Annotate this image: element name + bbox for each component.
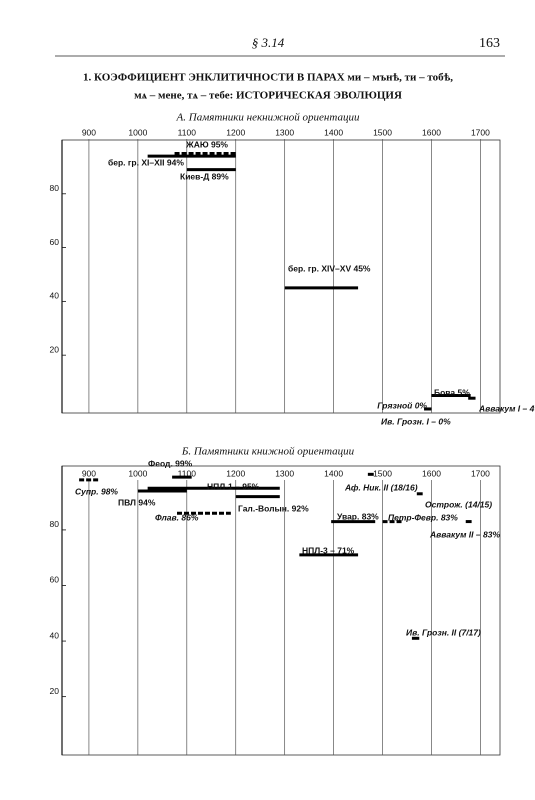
x-tick-label: 1300 xyxy=(275,127,294,137)
chart-title: А. Памятники некнижной ориентации xyxy=(176,112,360,124)
range-label: Аввакум II – 83% xyxy=(429,529,500,539)
x-tick-label: 1500 xyxy=(373,468,392,478)
plot-frame xyxy=(61,139,501,414)
range-label: Аф. Ник. II (18/16) xyxy=(344,482,418,492)
range-label: Ив. Грозн. II (7/17) xyxy=(406,627,481,637)
chart-title: Б. Памятники книжной ориентации xyxy=(181,446,355,458)
x-tick-label: 1600 xyxy=(422,127,441,137)
figure-title: мѧ – мене, тѧ – тебе: ИСТОРИЧЕСКАЯ ЭВОЛЮ… xyxy=(134,90,402,102)
range-label: ПВЛ 94% xyxy=(118,497,156,507)
range-label: Грязной 0% xyxy=(377,400,427,410)
y-tick-label: 20 xyxy=(50,344,60,354)
range-label: ЖАЮ 95% xyxy=(185,139,228,149)
range-label: НПЛ-1 – 95% xyxy=(207,481,260,491)
x-tick-label: 1100 xyxy=(178,468,197,478)
x-tick-label: 1400 xyxy=(324,127,343,137)
range-label: Флав. 86% xyxy=(155,512,199,522)
x-tick-label: 1200 xyxy=(226,127,245,137)
section-header: § 3.14 xyxy=(252,35,285,50)
range-label: Аввакум I – 4% xyxy=(478,403,535,413)
x-tick-label: 900 xyxy=(82,468,96,478)
y-tick-label: 80 xyxy=(50,519,60,529)
range-label: бер. гр. XIV–XV 45% xyxy=(288,263,371,273)
x-tick-label: 900 xyxy=(82,127,96,137)
y-tick-label: 60 xyxy=(50,575,60,585)
page-number: 163 xyxy=(479,36,500,51)
range-label: Увар. 83% xyxy=(337,511,379,521)
x-tick-label: 1700 xyxy=(471,468,490,478)
range-label: бер. гр. XI–XII 94% xyxy=(108,157,184,167)
y-tick-label: 60 xyxy=(50,237,60,247)
range-label: Киев-Д 89% xyxy=(180,171,229,181)
x-tick-label: 1000 xyxy=(128,468,147,478)
range-label: Феод. 99% xyxy=(148,458,193,468)
x-tick-label: 1500 xyxy=(373,127,392,137)
y-tick-label: 20 xyxy=(50,686,60,696)
x-tick-label: 1200 xyxy=(226,468,245,478)
range-label: Бова 5% xyxy=(434,387,470,397)
x-tick-label: 1000 xyxy=(128,127,147,137)
x-tick-label: 1400 xyxy=(324,468,343,478)
x-tick-label: 1300 xyxy=(275,468,294,478)
x-tick-label: 1700 xyxy=(471,127,490,137)
range-label: Петр-Февр. 83% xyxy=(388,512,458,522)
range-label: Супр. 98% xyxy=(75,486,118,496)
x-tick-label: 1600 xyxy=(422,468,441,478)
x-tick-label: 1100 xyxy=(178,127,197,137)
range-label: НПЛ-3 – 71% xyxy=(302,545,355,555)
figure-title: 1. КОЭФФИЦИЕНТ ЭНКЛИТИЧНОСТИ В ПАРАХ ми … xyxy=(83,72,453,84)
y-tick-label: 80 xyxy=(50,183,60,193)
range-label: Острож. (14/15) xyxy=(425,499,492,509)
y-tick-label: 40 xyxy=(50,630,60,640)
y-tick-label: 40 xyxy=(50,291,60,301)
range-label: Ив. Грозн. I – 0% xyxy=(381,416,451,426)
range-label: Гал.-Волын. 92% xyxy=(238,503,309,513)
